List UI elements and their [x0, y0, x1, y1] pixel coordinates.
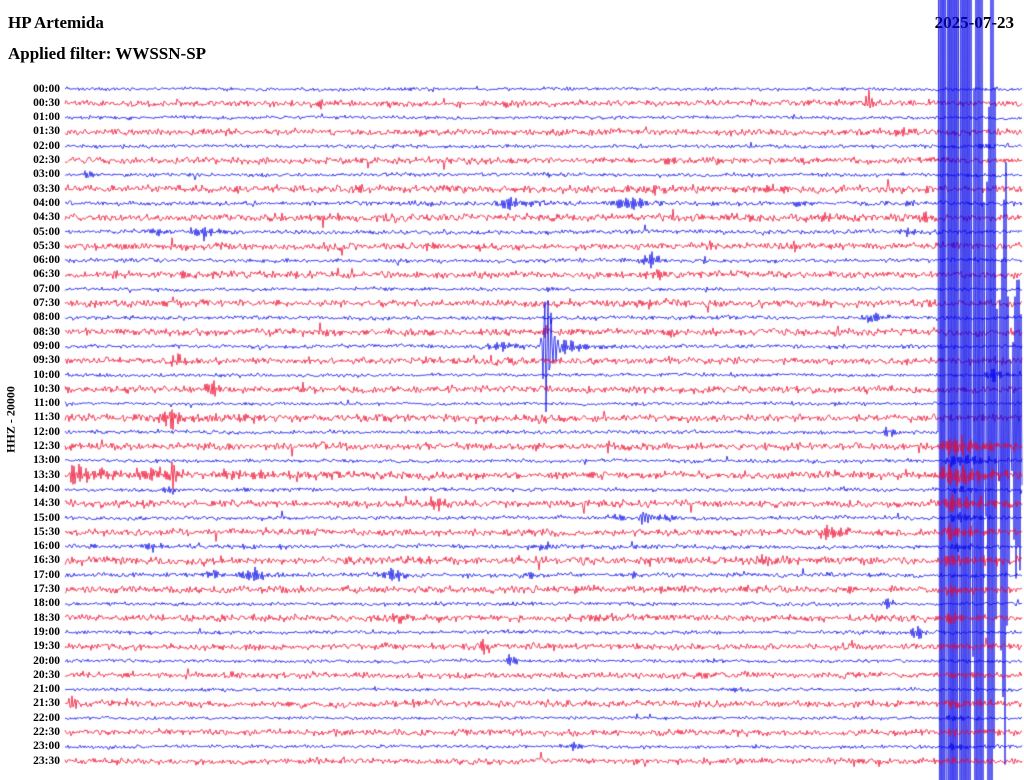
seismogram-canvas — [0, 0, 1024, 780]
